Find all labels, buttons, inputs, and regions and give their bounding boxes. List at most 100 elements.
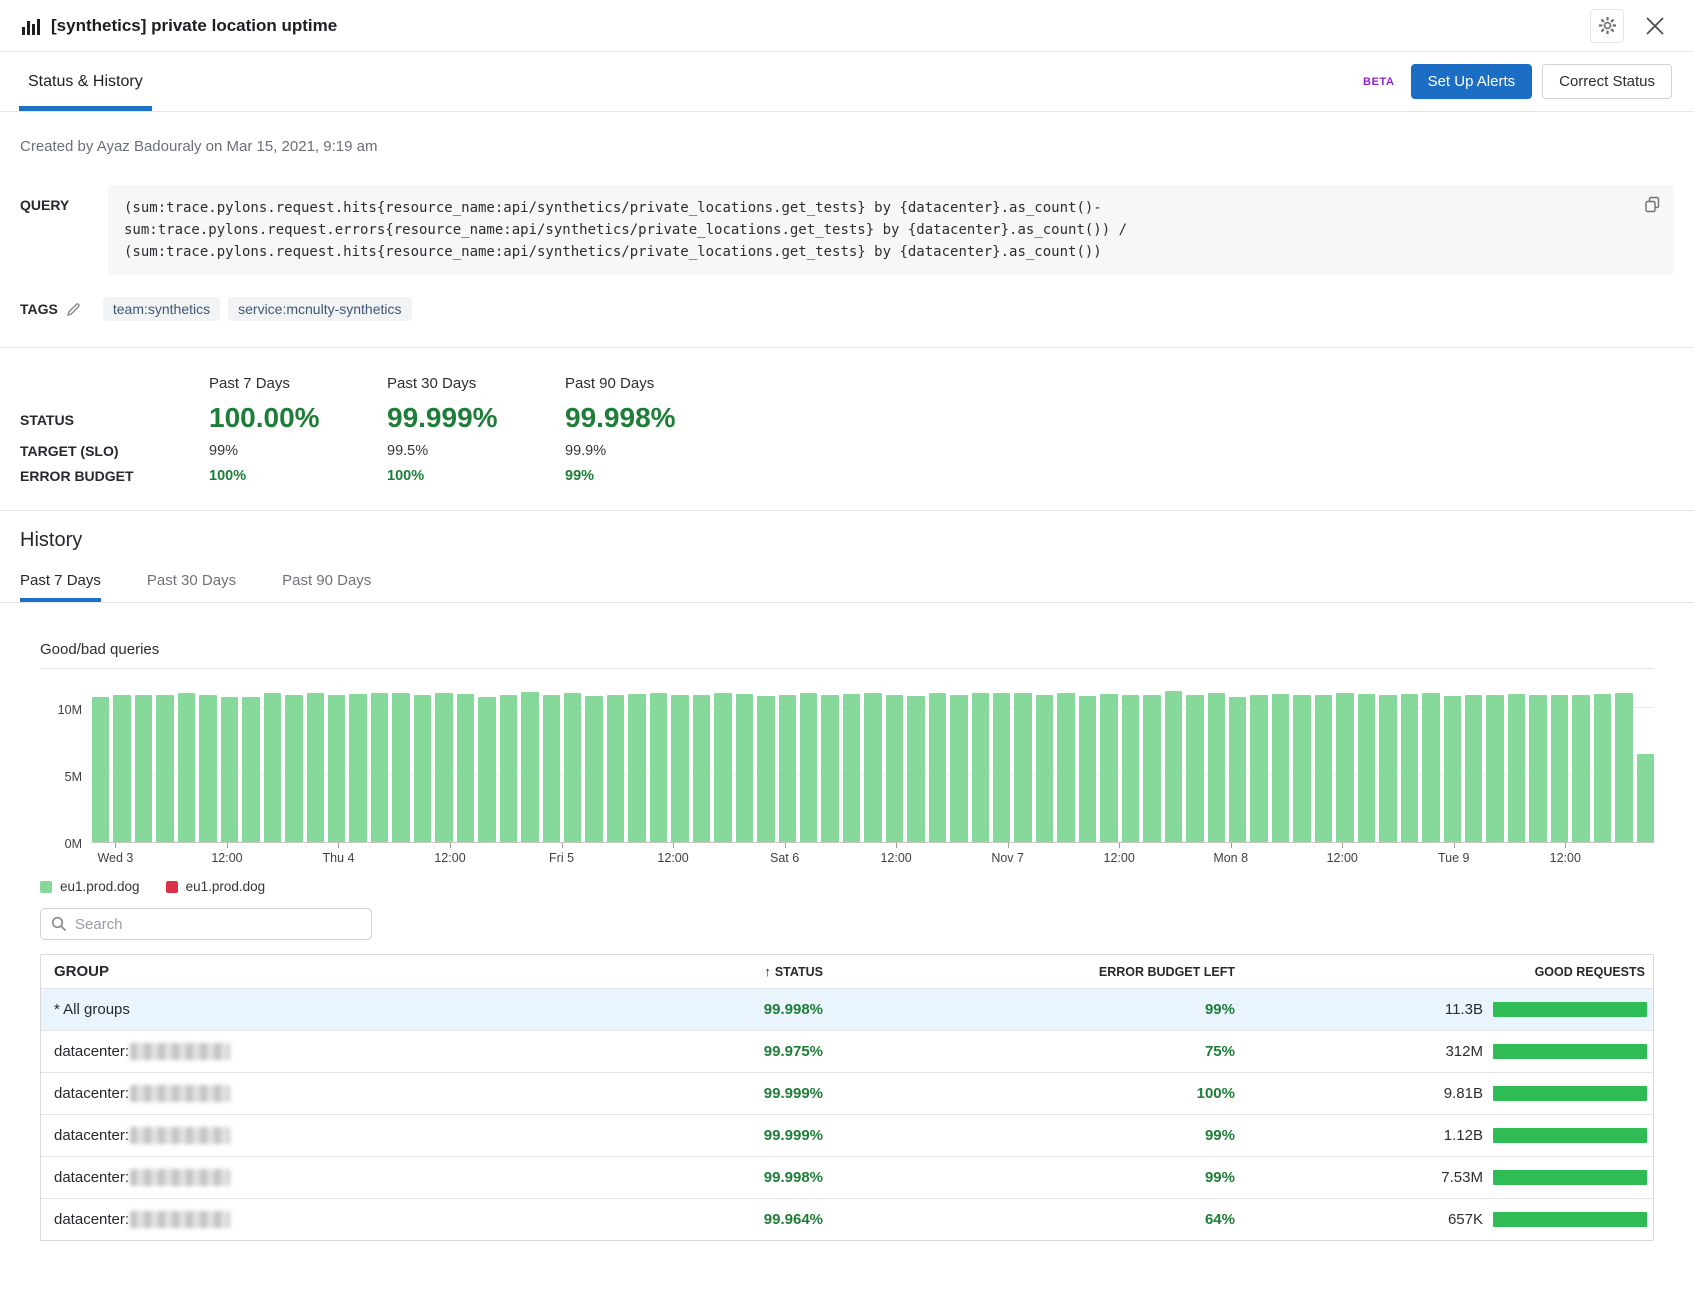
chart-bar <box>543 695 560 842</box>
tab-bar: Status & History BETA Set Up Alerts Corr… <box>0 52 1694 112</box>
col-header-error-budget-left[interactable]: ERROR BUDGET LEFT <box>833 965 1245 979</box>
x-tick-label: 12:00 <box>880 851 911 865</box>
chart-bar <box>1572 695 1589 842</box>
chart-bar <box>1143 695 1160 842</box>
query-box: (sum:trace.pylons.request.hits{resource_… <box>108 185 1674 275</box>
copy-query-button[interactable] <box>1643 195 1662 214</box>
x-axis-tick <box>673 843 674 848</box>
chart-bar <box>993 693 1010 842</box>
history-section: History <box>0 511 1694 552</box>
settings-button[interactable] <box>1590 9 1624 43</box>
chart-bar <box>1186 695 1203 842</box>
error-budget-left-cell: 64% <box>833 1211 1245 1228</box>
active-tab-underline <box>20 598 101 602</box>
chart-bar <box>1122 695 1139 842</box>
x-tick-label: Mon 8 <box>1213 851 1248 865</box>
status-cell: 99.998% <box>493 1001 833 1018</box>
good-requests-bar <box>1493 1212 1647 1227</box>
group-prefix: datacenter: <box>54 1127 129 1144</box>
active-tab-underline <box>19 106 152 111</box>
status-summary-columns: Past 7 Days100.00%99%100%Past 30 Days99.… <box>209 364 743 484</box>
good-requests-bar <box>1493 1002 1647 1017</box>
blurred-datacenter-name <box>130 1085 230 1102</box>
chart-bar <box>1422 693 1439 842</box>
col-header-status[interactable]: ↑STATUS <box>493 964 833 979</box>
error-budget-row-label: ERROR BUDGET <box>20 459 209 484</box>
history-tab-past-90-days[interactable]: Past 90 Days <box>282 572 371 602</box>
status-cell: 99.998% <box>493 1169 833 1186</box>
col-header-group[interactable]: GROUP <box>41 963 493 980</box>
chart-bar <box>199 695 216 842</box>
chart-bar <box>972 693 989 842</box>
target-slo-value: 99% <box>209 434 387 459</box>
error-budget-value: 100% <box>387 459 565 484</box>
x-axis-tick <box>450 843 451 848</box>
history-tab-past-30-days[interactable]: Past 30 Days <box>147 572 236 602</box>
status-cell: 99.975% <box>493 1043 833 1060</box>
status-value: 100.00% <box>209 392 387 434</box>
chart-bar <box>1615 693 1632 842</box>
chart-bar <box>1100 694 1117 842</box>
y-tick-label: 0M <box>65 837 82 851</box>
chart-legend: eu1.prod.dog eu1.prod.dog <box>40 879 1694 894</box>
copy-icon <box>1643 195 1662 214</box>
col-header-good-requests[interactable]: GOOD REQUESTS <box>1245 965 1653 979</box>
table-row[interactable]: datacenter:99.964%64%657K <box>41 1198 1653 1240</box>
chart-bar <box>307 693 324 842</box>
legend-item[interactable]: eu1.prod.dog <box>166 879 266 894</box>
x-axis: Wed 312:00Thu 412:00Fri 512:00Sat 612:00… <box>92 843 1654 873</box>
x-tick-label: 12:00 <box>434 851 465 865</box>
target-slo-value: 99.9% <box>565 434 743 459</box>
tag-pill[interactable]: team:synthetics <box>103 297 220 321</box>
chart-bar <box>156 695 173 842</box>
gear-icon <box>1598 16 1617 35</box>
status-period-label: Past 30 Days <box>387 364 565 392</box>
close-button[interactable] <box>1638 9 1672 43</box>
table-row[interactable]: datacenter:99.999%100%9.81B <box>41 1072 1653 1114</box>
search-icon <box>51 916 67 932</box>
table-row[interactable]: * All groups99.998%99%11.3B <box>41 988 1653 1030</box>
tag-pill[interactable]: service:mcnulty-synthetics <box>228 297 411 321</box>
chart-bar <box>585 696 602 842</box>
status-cell: 99.999% <box>493 1085 833 1102</box>
bar-series <box>92 691 1654 842</box>
good-requests-bar <box>1493 1044 1647 1059</box>
history-tab-past-7-days[interactable]: Past 7 Days <box>20 572 101 602</box>
good-requests-value: 312M <box>1245 1043 1493 1060</box>
chart-bar <box>1315 695 1332 842</box>
tab-status-history[interactable]: Status & History <box>28 52 143 111</box>
tab-label: Status & History <box>28 73 143 91</box>
chart-bar <box>1272 694 1289 842</box>
chart-bar <box>693 695 710 842</box>
status-cell: 99.999% <box>493 1127 833 1144</box>
error-budget-left-cell: 100% <box>833 1085 1245 1102</box>
table-header-row: GROUP ↑STATUS ERROR BUDGET LEFT GOOD REQ… <box>41 955 1653 988</box>
x-tick-label: Sat 6 <box>770 851 799 865</box>
chart-bar <box>1401 694 1418 842</box>
chart-bar <box>650 693 667 842</box>
chart-bar <box>821 695 838 842</box>
chart-bar <box>328 695 345 842</box>
table-row[interactable]: datacenter:99.975%75%312M <box>41 1030 1653 1072</box>
error-budget-left-cell: 99% <box>833 1127 1245 1144</box>
set-up-alerts-button[interactable]: Set Up Alerts <box>1411 64 1533 99</box>
search-input[interactable] <box>75 916 361 933</box>
group-prefix: datacenter: <box>54 1211 129 1228</box>
table-row[interactable]: datacenter: 99.999%99%1.12B <box>41 1114 1653 1156</box>
x-axis-tick <box>785 843 786 848</box>
x-tick-label: 12:00 <box>657 851 688 865</box>
error-budget-value: 99% <box>565 459 743 484</box>
chart-bar <box>1486 695 1503 842</box>
chart-bar <box>221 697 238 842</box>
good-requests-value: 1.12B <box>1245 1127 1493 1144</box>
table-row[interactable]: datacenter:99.998%99%7.53M <box>41 1156 1653 1198</box>
legend-label: eu1.prod.dog <box>60 879 140 894</box>
x-axis-tick <box>338 843 339 848</box>
group-cell: * All groups <box>41 1001 493 1018</box>
group-cell: datacenter: <box>41 1211 493 1228</box>
correct-status-button[interactable]: Correct Status <box>1542 64 1672 99</box>
edit-tags-button[interactable] <box>66 302 81 317</box>
legend-item[interactable]: eu1.prod.dog <box>40 879 140 894</box>
tags-list: team:synthetics service:mcnulty-synthetic… <box>103 297 420 321</box>
target-slo-row-label: TARGET (SLO) <box>20 434 209 459</box>
